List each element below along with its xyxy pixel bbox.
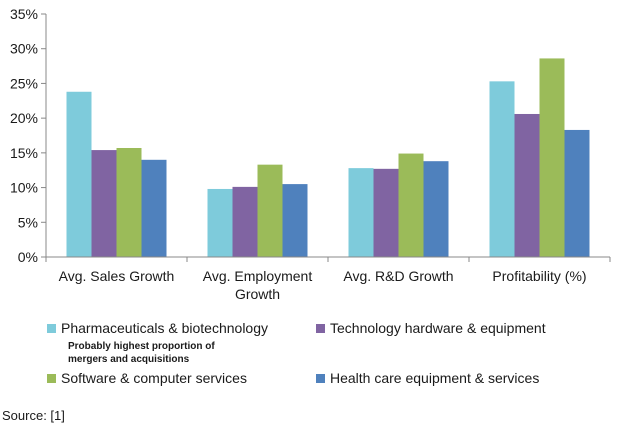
x-tick-label: Growth <box>235 286 280 302</box>
bar <box>423 161 449 257</box>
bar <box>348 168 374 257</box>
legend-label: Technology hardware & equipment <box>330 320 546 336</box>
bar <box>282 184 308 257</box>
bar <box>564 129 590 257</box>
bar <box>207 188 233 257</box>
y-tick-label: 10% <box>10 180 38 196</box>
bar <box>116 147 142 257</box>
x-tick-label: Avg. Sales Growth <box>59 268 175 284</box>
annotation-note: Probably highest proportion of mergers a… <box>68 340 258 366</box>
x-tick-label: Profitability (%) <box>492 268 586 284</box>
annotation-line-1: Probably highest proportion of <box>68 341 215 352</box>
bar <box>398 153 424 257</box>
y-tick-label: 15% <box>10 145 38 161</box>
bar <box>257 164 283 257</box>
bar-chart: 0% 5% 10% 15% 20% 25% 30% 35% Avg. Sales Growth… <box>10 6 611 302</box>
legend-swatch <box>316 373 325 383</box>
legend-item-technology-hardware: Technology hardware & equipment <box>316 320 546 336</box>
bar <box>141 159 167 257</box>
bar <box>514 113 540 257</box>
legend-swatch <box>47 373 56 383</box>
legend-item-health-care: Health care equipment & services <box>316 370 539 386</box>
legend-item-pharmaceuticals: Pharmaceuticals & biotechnology <box>47 320 268 336</box>
legend-label: Pharmaceuticals & biotechnology <box>61 320 269 336</box>
legend-label: Software & computer services <box>61 370 247 386</box>
bar <box>373 168 399 257</box>
legend-swatch <box>316 323 325 333</box>
y-tick-label: 20% <box>10 110 38 126</box>
legend-swatch <box>47 323 56 333</box>
source-note: Source: [1] <box>2 408 65 423</box>
y-tick-label: 25% <box>10 75 38 91</box>
y-tick-label: 35% <box>10 6 38 22</box>
bar <box>489 81 515 258</box>
y-tick-label: 0% <box>18 249 38 265</box>
legend-label: Health care equipment & services <box>330 370 540 386</box>
legend-item-software: Software & computer services <box>47 370 247 386</box>
y-axis: 0% 5% 10% 15% 20% 25% 30% 35% <box>10 6 47 265</box>
y-tick-label: 5% <box>18 214 38 230</box>
y-tick-label: 30% <box>10 41 38 57</box>
x-tick-label: Avg. R&D Growth <box>343 268 453 284</box>
x-axis: Avg. Sales Growth Avg. Employment Growth Av… <box>45 256 611 302</box>
bar <box>232 186 258 257</box>
x-tick-label: Avg. Employment <box>203 268 313 284</box>
bar <box>539 58 565 258</box>
legend: Pharmaceuticals & biotechnology Technolo… <box>0 314 624 394</box>
bar-marks <box>66 58 590 258</box>
bar <box>91 150 117 257</box>
bar <box>66 91 92 257</box>
annotation-line-2: mergers and acquisitions <box>68 354 190 365</box>
